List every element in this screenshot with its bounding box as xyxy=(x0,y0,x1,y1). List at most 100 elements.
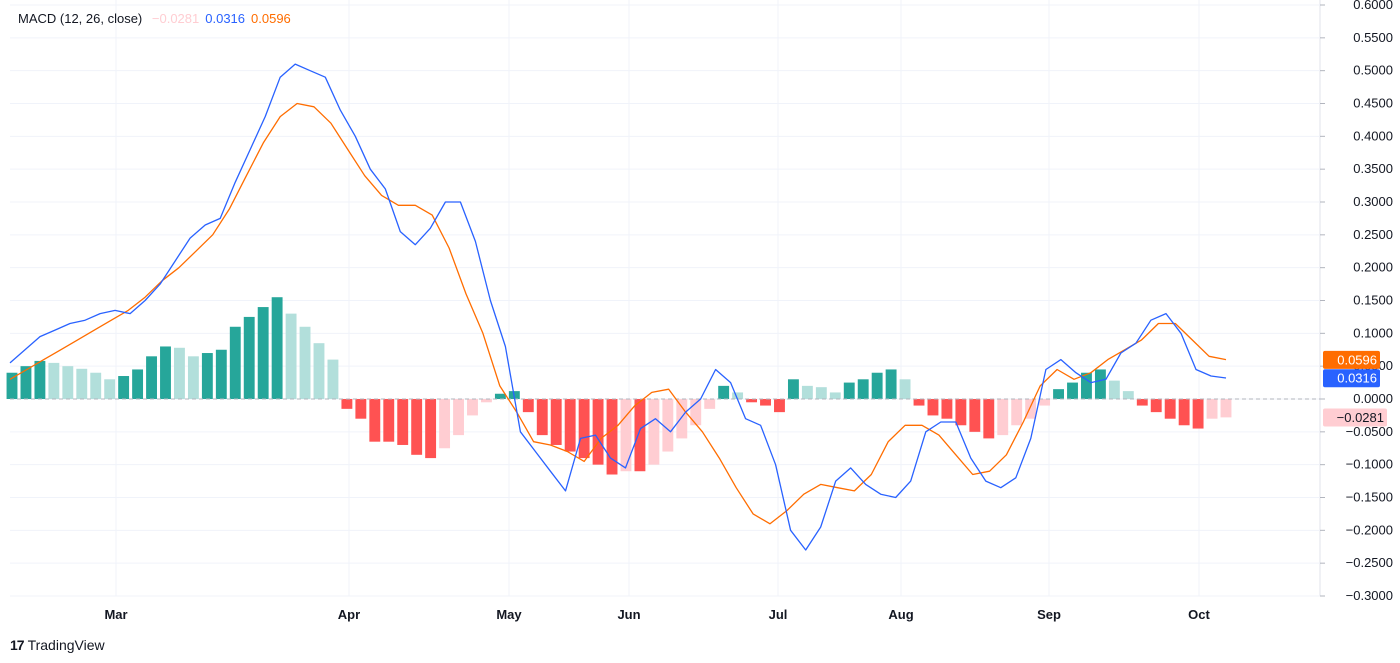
histogram-bar xyxy=(564,399,576,452)
histogram-series xyxy=(6,297,1232,475)
y-tick-label: 0.4500 xyxy=(1353,96,1393,111)
histogram-bar xyxy=(941,399,953,419)
histogram-bar xyxy=(425,399,437,459)
histogram-bar xyxy=(34,360,46,399)
y-tick-label: −0.3000 xyxy=(1346,588,1393,603)
chart-grid xyxy=(10,0,1321,597)
histogram-bar xyxy=(857,379,869,399)
histogram-bar xyxy=(6,372,18,399)
histogram-bar xyxy=(439,399,451,449)
histogram-bar xyxy=(341,399,353,409)
histogram-bar xyxy=(983,399,995,439)
y-tick-label: 0.3000 xyxy=(1353,194,1393,209)
histogram-bar xyxy=(1039,399,1051,406)
histogram-bar xyxy=(997,399,1009,436)
histogram-bar xyxy=(20,366,32,399)
x-tick-label: Oct xyxy=(1188,607,1210,622)
histogram-bar xyxy=(787,379,799,399)
svg-text:0.0316: 0.0316 xyxy=(1337,371,1377,386)
histogram-bar xyxy=(1150,399,1162,413)
y-tick-label: 0.6000 xyxy=(1353,0,1393,12)
x-tick-label: Jul xyxy=(769,607,788,622)
histogram-bar xyxy=(955,399,967,426)
x-tick-label: Sep xyxy=(1037,607,1061,622)
price-tags: 0.0596 0.0316 −0.0281 xyxy=(1323,350,1387,427)
histogram-bar xyxy=(829,392,841,399)
histogram-bar xyxy=(411,399,423,455)
histogram-bar xyxy=(397,399,409,445)
histogram-bar xyxy=(90,372,102,399)
macd-price-tag: 0.0316 xyxy=(1323,369,1380,388)
histogram-bar xyxy=(480,399,492,403)
signal-line xyxy=(9,102,1227,525)
tradingview-brand[interactable]: 17 TradingView xyxy=(10,637,105,653)
histogram-bar xyxy=(285,313,297,399)
histogram-bar xyxy=(676,399,688,439)
signal-price-tag: 0.0596 xyxy=(1323,350,1380,369)
histogram-bar xyxy=(76,368,88,399)
histogram-bar xyxy=(1136,399,1148,406)
tradingview-logo-icon: 17 xyxy=(10,637,25,653)
macd-value: 0.0316 xyxy=(205,11,246,26)
x-tick-label: Apr xyxy=(338,607,360,622)
histogram-bar xyxy=(1164,399,1176,419)
histogram-bar xyxy=(299,326,311,399)
x-tick-label: Aug xyxy=(888,607,913,622)
brand-name: TradingView xyxy=(27,637,105,653)
histogram-bar xyxy=(927,399,939,416)
y-tick-label: −0.2500 xyxy=(1346,555,1393,570)
svg-text:0.0596: 0.0596 xyxy=(1337,352,1377,367)
histogram-bar xyxy=(327,359,339,399)
histogram-bar xyxy=(257,307,269,399)
histogram-bar xyxy=(871,372,883,399)
y-axis: 0.6000 0.5500 0.5000 0.4500 0.4000 0.3500 0.30… xyxy=(1320,0,1393,603)
histogram-bar xyxy=(1081,372,1092,399)
histogram-bar xyxy=(1122,391,1134,399)
histogram-bar xyxy=(1011,399,1023,426)
histogram-price-tag: −0.0281 xyxy=(1323,408,1387,427)
y-tick-label: −0.2000 xyxy=(1346,522,1393,537)
histogram-bar xyxy=(467,399,478,416)
y-tick-label: 0.2000 xyxy=(1353,260,1393,275)
histogram-bar xyxy=(815,387,827,399)
histogram-bar xyxy=(774,399,785,413)
histogram-bar xyxy=(1206,399,1218,419)
histogram-bar xyxy=(1025,399,1037,419)
histogram-bar xyxy=(578,399,590,459)
histogram-bar xyxy=(132,369,144,399)
histogram-bar xyxy=(104,379,116,399)
y-tick-label: 0.1000 xyxy=(1353,325,1393,340)
histogram-bar xyxy=(592,399,604,465)
histogram-bar xyxy=(746,399,758,403)
histogram-bar xyxy=(174,347,185,399)
histogram-bar xyxy=(801,385,813,399)
histogram-bar xyxy=(648,399,660,465)
y-tick-label: 0.4000 xyxy=(1353,128,1393,143)
histogram-bar xyxy=(1094,369,1106,399)
histogram-bar xyxy=(187,356,199,399)
histogram-bar xyxy=(271,297,283,399)
y-tick-label: 0.5000 xyxy=(1353,63,1393,78)
histogram-bar xyxy=(215,349,227,399)
histogram-bar xyxy=(550,399,562,445)
histogram-bar xyxy=(634,399,646,472)
y-tick-label: 0.1500 xyxy=(1353,293,1393,308)
histogram-bar xyxy=(243,316,255,399)
histogram-bar xyxy=(690,399,702,426)
histogram-bar xyxy=(913,399,925,406)
histogram-bar xyxy=(760,399,771,406)
histogram-bar xyxy=(662,399,674,452)
x-tick-label: Jun xyxy=(617,607,640,622)
histogram-bar xyxy=(1220,399,1232,418)
indicator-name[interactable]: MACD (12, 26, close) xyxy=(18,11,143,26)
histogram-bar xyxy=(969,399,981,432)
histogram-bar xyxy=(536,399,548,436)
histogram-value: −0.0281 xyxy=(151,11,200,26)
histogram-bar xyxy=(453,399,464,436)
histogram-bar xyxy=(369,399,381,442)
histogram-bar xyxy=(313,343,325,399)
histogram-bar xyxy=(1108,380,1120,399)
line-series xyxy=(9,63,1227,551)
histogram-bar xyxy=(885,369,897,399)
